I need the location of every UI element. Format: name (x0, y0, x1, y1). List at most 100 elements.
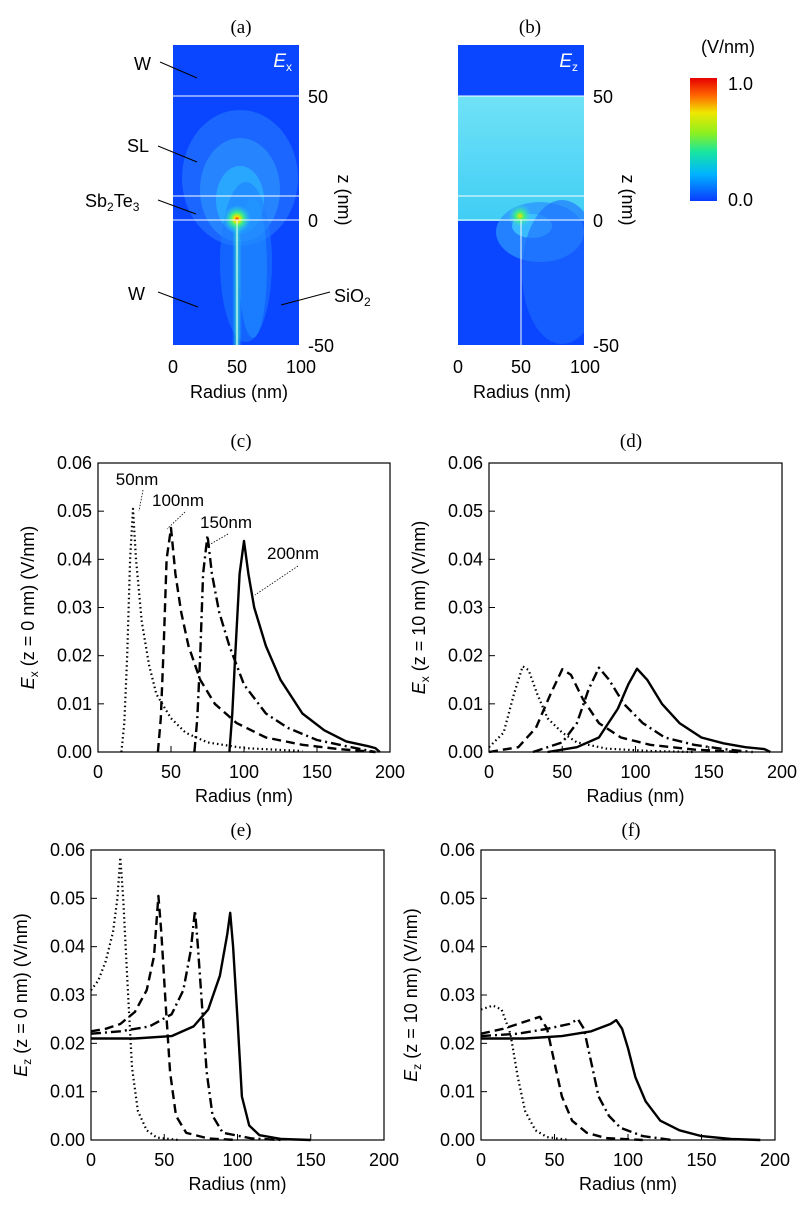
series-line-150nm (90, 909, 282, 1142)
annotation-leader-line (166, 511, 186, 530)
series-line-200nm (228, 539, 381, 753)
panel-b: (b) Ez 0 50 100 Radius (nm) 50 0 -50 z (… (453, 17, 638, 402)
y-tick-label: 0.04 (440, 937, 475, 957)
y-tick-label: 0.01 (50, 1082, 85, 1102)
x-tick-label: 0 (86, 1150, 96, 1170)
tick-label: 0 (593, 211, 603, 231)
tick-label: 0 (308, 211, 318, 231)
colorbar-max-label: 1.0 (728, 74, 753, 94)
panel-a-x-ticks: 0 50 100 (168, 357, 316, 377)
series-annotation-50nm: 50nm (116, 470, 159, 489)
colorbar-gradient (690, 78, 717, 201)
y-tick-label: 0.05 (440, 888, 475, 908)
x-tick-label: 50 (161, 762, 181, 782)
layer-label-sl: SL (127, 136, 149, 156)
tick-label: 0 (168, 357, 178, 377)
layer-label-w-bottom: W (128, 284, 145, 304)
panel-a-layer-annotations: W SL Sb2Te3 W SiO2 (85, 54, 371, 309)
panel-c-label: (c) (230, 431, 251, 452)
y-tick-label: 0.01 (448, 694, 483, 714)
y-tick-label: 0.00 (57, 742, 92, 762)
y-tick-label: 0.02 (448, 646, 483, 666)
x-tick-label: 100 (613, 1150, 643, 1170)
y-tick-label: 0.00 (448, 742, 483, 762)
annotation-leader-line (138, 489, 144, 512)
panel-b-y-axis-label: z (nm) (618, 175, 638, 226)
colorbar-unit: (V/nm) (701, 37, 755, 57)
line-panels: (c) 0 50 100 150 200 0.00 0.01 0.02 0.03 0.04 0.05 0… (11, 431, 797, 1194)
tick-label: 100 (570, 357, 600, 377)
panel-b-label: (b) (519, 17, 541, 38)
panel-d-y-axis-label: Ex (z = 10 nm) (V/nm) (409, 521, 432, 695)
y-tick-label: 0.06 (440, 840, 475, 860)
x-tick-label: 0 (476, 1150, 486, 1170)
y-tick-label: 0.01 (57, 694, 92, 714)
x-tick-label: 150 (302, 762, 332, 782)
x-tick-label: 50 (552, 762, 572, 782)
tick-label: 50 (593, 87, 613, 107)
series-line-100nm (156, 526, 376, 754)
x-tick-label: 50 (544, 1150, 564, 1170)
panel-a-x-axis-label: Radius (nm) (190, 382, 288, 402)
series-annotation-100nm: 100nm (152, 491, 204, 510)
panel-d: (d) 0 50 100 150 200 0.00 0.01 0.02 0.03 0.04 0.05 0… (409, 431, 797, 806)
layer-label-w-top: W (134, 54, 151, 74)
y-tick-label: 0.02 (57, 646, 92, 666)
panel-a-field-label: Ex (273, 51, 292, 74)
panel-e: (e) 0 50 100 150 200 0.00 0.01 0.02 0.03 0.04 0.05 0… (11, 820, 399, 1194)
series-annotation-200nm: 200nm (267, 544, 319, 563)
panel-b-x-ticks: 0 50 100 (453, 357, 600, 377)
x-tick-label: 100 (620, 762, 650, 782)
colorbar-min-label: 0.0 (728, 190, 753, 210)
y-tick-label: 0.06 (448, 453, 483, 473)
panel-c-plot-frame (97, 462, 391, 753)
y-tick-label: 0.01 (440, 1082, 475, 1102)
y-tick-label: 0.05 (448, 501, 483, 521)
colorbar: (V/nm) 1.0 0.0 (690, 37, 755, 210)
panel-a-label: (a) (230, 17, 251, 38)
annotation-leader-line (254, 565, 299, 596)
y-tick-label: 0.03 (440, 985, 475, 1005)
series-line-50nm (120, 507, 303, 753)
series-annotation-150nm: 150nm (200, 513, 252, 532)
tick-label: 50 (511, 357, 531, 377)
x-tick-label: 200 (375, 762, 405, 782)
x-tick-label: 0 (484, 762, 494, 782)
panel-c-y-axis-label: Ex (z = 0 nm) (V/nm) (18, 526, 41, 690)
x-tick-label: 100 (229, 762, 259, 782)
y-tick-label: 0.06 (50, 840, 85, 860)
x-tick-label: 150 (686, 1150, 716, 1170)
panel-b-x-axis-label: Radius (nm) (473, 382, 571, 402)
y-tick-label: 0.05 (50, 888, 85, 908)
layer-label-sb2te3: Sb2Te3 (85, 191, 140, 214)
y-tick-label: 0.00 (50, 1130, 85, 1150)
x-tick-label: 150 (296, 1150, 326, 1170)
y-tick-label: 0.04 (50, 937, 85, 957)
panel-a: (a) Ex 0 50 100 Radius (nm) 50 0 -50 z (85, 17, 371, 402)
tick-label: -50 (308, 336, 334, 356)
series-line-150nm (532, 666, 753, 754)
series-line-100nm (488, 668, 739, 754)
series-line-200nm (481, 1018, 761, 1142)
panel-e-plot-frame (90, 849, 385, 1141)
x-tick-label: 200 (369, 1150, 399, 1170)
panel-e-x-axis-label: Radius (nm) (188, 1174, 286, 1194)
tick-label: 0 (453, 357, 463, 377)
panel-d-x-axis-label: Radius (nm) (586, 786, 684, 806)
panel-f: (f) 0 50 100 150 200 0.00 0.01 0.02 0.03 0.04 0.05 0… (401, 820, 790, 1194)
y-tick-label: 0.04 (448, 549, 483, 569)
y-tick-label: 0.03 (448, 598, 483, 618)
x-tick-label: 100 (222, 1150, 252, 1170)
panel-a-y-axis-label: z (nm) (334, 175, 354, 226)
series-line-150nm (480, 1018, 673, 1142)
panel-a-y-ticks: 50 0 -50 (308, 87, 334, 356)
panel-f-x-axis-label: Radius (nm) (579, 1174, 677, 1194)
tick-label: 50 (308, 87, 328, 107)
panel-a-heatmap (173, 45, 299, 345)
panel-b-heatmap (458, 45, 584, 345)
y-tick-label: 0.04 (57, 549, 92, 569)
panel-f-y-axis-label: Ez (z = 10 nm) (V/nm) (401, 908, 424, 1082)
layer-label-sio2: SiO2 (334, 286, 371, 309)
panel-c-x-axis-label: Radius (nm) (195, 786, 293, 806)
